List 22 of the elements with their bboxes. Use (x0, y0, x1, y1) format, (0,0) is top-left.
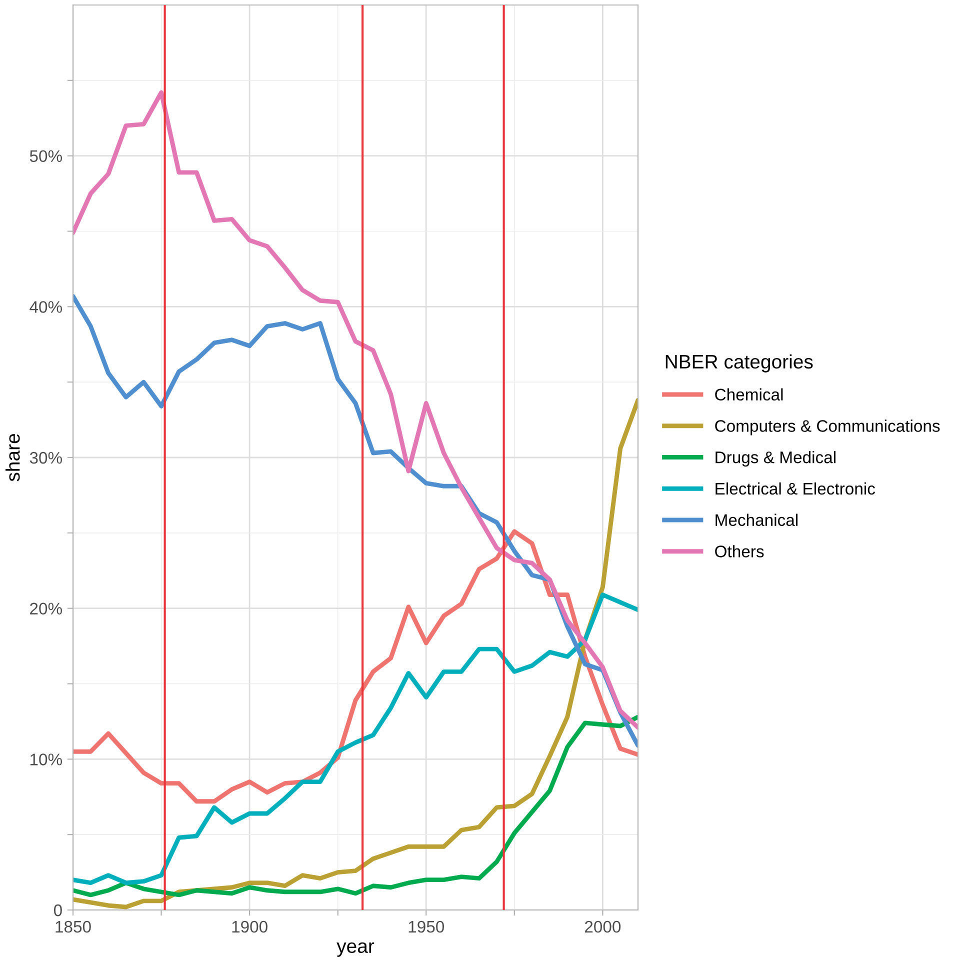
legend-label: Electrical & Electronic (716, 482, 876, 495)
x-tick-label: 1950 (408, 920, 444, 933)
line-series (73, 714, 638, 898)
legend-label: Mechanical (716, 514, 798, 526)
line-series (73, 90, 638, 730)
legend-label: Drugs & Medical (716, 451, 836, 467)
x-tick-label: 1900 (232, 920, 268, 933)
y-tick-label: 30% (30, 452, 62, 464)
y-tick-label: 20% (30, 602, 62, 615)
y-tick-label: 0 (54, 904, 62, 916)
x-axis-title: year (336, 942, 374, 957)
y-tick-label: 40% (30, 301, 62, 313)
legend-label: Computers & Communications (715, 420, 940, 436)
legend-title: NBER categories (666, 354, 813, 372)
legend-label: Chemical (715, 388, 783, 401)
x-tick-label: 1850 (56, 920, 91, 933)
line-series (73, 592, 638, 886)
legend-label: Others (715, 545, 764, 558)
x-tick-label: 2000 (584, 920, 621, 933)
y-axis-title: share (6, 434, 20, 482)
y-tick-label: 50% (30, 150, 62, 162)
y-tick-label: 10% (30, 754, 62, 766)
